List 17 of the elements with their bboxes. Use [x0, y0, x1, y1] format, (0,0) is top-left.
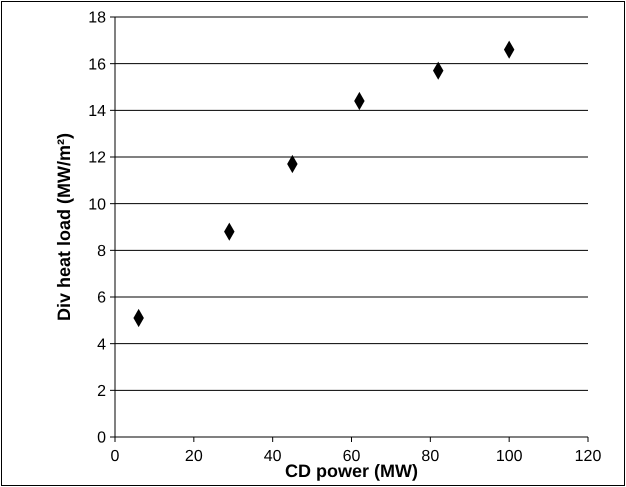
- y-tick-label: 14: [88, 102, 106, 120]
- y-axis-title: Div heat load (MW/m²): [54, 132, 74, 321]
- x-tick-label: 40: [264, 448, 282, 465]
- y-tick-label: 18: [88, 10, 106, 27]
- y-tick-label: 0: [97, 430, 106, 447]
- x-tick-label: 0: [110, 448, 120, 465]
- x-tick-label: 100: [496, 448, 523, 465]
- y-tick-label: 6: [97, 290, 106, 307]
- y-tick-label: 2: [97, 382, 106, 400]
- x-tick-label: 120: [574, 448, 602, 465]
- y-tick-label: 4: [97, 336, 106, 354]
- y-tick-label: 16: [88, 56, 106, 74]
- y-tick-label: 8: [97, 242, 106, 260]
- y-tick-label: 10: [88, 196, 106, 214]
- y-tick-label: 12: [88, 150, 106, 167]
- x-tick-label: 20: [184, 448, 203, 465]
- x-tick-label: 80: [421, 448, 440, 465]
